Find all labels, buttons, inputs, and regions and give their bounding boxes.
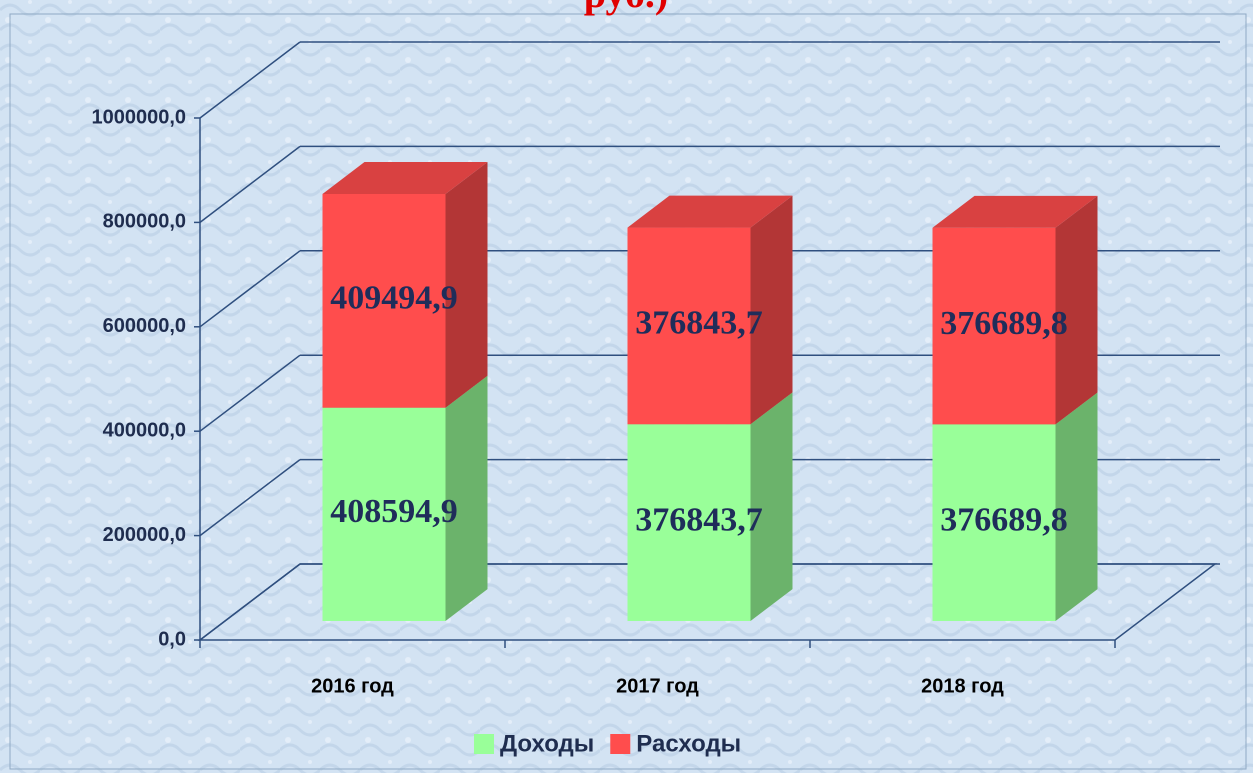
bar-front [932,424,1056,621]
x-tick-label: 2016 год [311,675,394,697]
y-tick-label: 0,0 [158,628,186,650]
grid-line [199,41,301,119]
bar-front [322,193,446,408]
bar-side [1055,392,1098,621]
x-tick-label: 2017 год [616,675,699,697]
bar-side [1055,195,1098,425]
data-label: 409494,9 [330,280,458,317]
data-label: 376843,7 [635,305,763,342]
data-label: 376689,8 [940,305,1068,342]
bar-front [322,407,446,621]
bar-front [627,227,751,425]
legend-swatch [610,734,631,754]
grid-line [199,563,301,641]
grid-line [199,354,301,432]
grid-line [199,250,301,328]
y-tick-label: 800000,0 [103,211,186,233]
bar-top [627,195,793,228]
bar-front [932,227,1056,425]
bar-side [750,195,793,425]
bar-side [750,392,793,621]
data-label: 408594,9 [330,493,458,530]
bar-side [445,375,488,621]
bar-front [627,424,751,621]
x-tick-label: 2018 год [921,675,1004,697]
chart-title: руб.) [584,0,669,16]
data-label: 376689,8 [940,501,1068,538]
y-tick-label: 600000,0 [103,315,186,337]
legend-label: Доходы [500,730,594,757]
bar-top [932,195,1098,228]
bar-top [322,162,488,194]
legend-label: Расходы [636,730,741,757]
y-tick-label: 400000,0 [103,419,186,441]
frame [9,13,1247,770]
y-tick-label: 200000,0 [103,524,186,546]
bar-side [445,162,488,408]
data-label: 376843,7 [635,501,763,538]
grid-line [199,145,301,223]
grid-line [199,459,301,537]
y-tick-label: 1000000,0 [91,106,186,128]
legend-swatch [474,734,494,754]
